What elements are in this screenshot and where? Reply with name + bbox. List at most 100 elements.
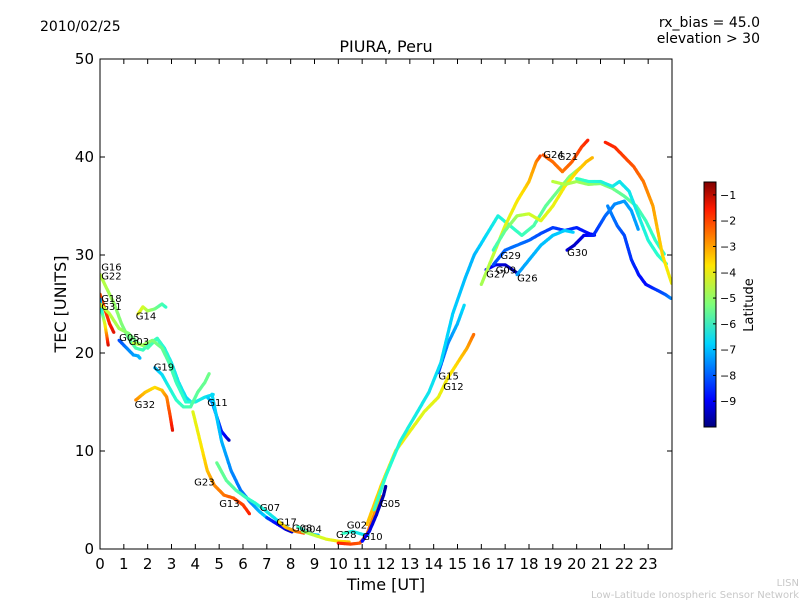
data-point xyxy=(462,303,466,307)
satellite-label-g03: G03 xyxy=(129,337,149,348)
satellite-label-g27: G27 xyxy=(486,270,506,281)
colorbar xyxy=(703,181,717,428)
x-tick-label: 3 xyxy=(167,555,177,573)
satellite-label-g09: G09 xyxy=(496,266,516,277)
x-tick-label: 15 xyxy=(448,555,467,573)
colorbar-tick-label: −8 xyxy=(720,369,736,382)
series-g14 xyxy=(136,302,168,316)
data-point xyxy=(247,512,251,516)
y-axis-label: TEC [UNITS] xyxy=(51,256,70,354)
date-label: 2010/02/25 xyxy=(40,19,121,35)
y-tick-label: 40 xyxy=(75,148,94,166)
chart-title: PIURA, Peru xyxy=(339,37,432,56)
data-point xyxy=(586,138,590,142)
y-tick-label: 0 xyxy=(84,540,94,558)
x-tick-label: 9 xyxy=(310,555,320,573)
data-point xyxy=(669,296,672,300)
x-tick-label: 16 xyxy=(472,555,491,573)
colorbar-tick-label: −3 xyxy=(720,240,736,253)
y-tick-label: 20 xyxy=(75,344,94,362)
data-point xyxy=(472,332,476,337)
satellite-label-g05: G05 xyxy=(119,333,139,344)
x-tick-label: 12 xyxy=(376,555,395,573)
x-tick-label: 22 xyxy=(615,555,634,573)
x-tick-label: 4 xyxy=(191,555,201,573)
series-g26 xyxy=(515,228,575,277)
satellite-label-g05: G05 xyxy=(380,499,400,510)
x-tick-label: 5 xyxy=(214,555,224,573)
x-tick-label: 7 xyxy=(262,555,272,573)
y-axis-ticks: 0 10 20 30 40 50 xyxy=(75,50,672,558)
data-point xyxy=(106,343,110,347)
x-tick-label: 19 xyxy=(543,555,562,573)
series-g13 xyxy=(210,392,270,521)
series-unlabeled-30 xyxy=(551,179,666,256)
satellite-label-g12: G12 xyxy=(443,382,463,393)
satellite-label-g29: G29 xyxy=(500,251,520,262)
satellite-label-g11: G11 xyxy=(207,398,227,409)
x-tick-label: 14 xyxy=(424,555,443,573)
series-g32 xyxy=(134,385,175,432)
x-tick-label: 10 xyxy=(329,555,348,573)
x-tick-label: 18 xyxy=(519,555,538,573)
series-g21 xyxy=(491,156,594,252)
data-point xyxy=(112,330,116,334)
satellite-label-g31: G31 xyxy=(101,302,121,313)
series-g29 xyxy=(372,166,583,512)
x-tick-label: 17 xyxy=(496,555,515,573)
satellite-label-g07: G07 xyxy=(260,503,280,514)
x-tick-label: 2 xyxy=(143,555,153,573)
data-point xyxy=(170,428,175,432)
x-axis-ticks: 0 1 2 3 4 5 6 7 8 9 10 11 12 13 14 15 16 17 18 19 20 21 22 23 xyxy=(95,59,658,573)
series-unlabeled-32 xyxy=(606,204,672,300)
colorbar-tick-label: −2 xyxy=(720,215,736,228)
x-tick-label: 8 xyxy=(286,555,296,573)
x-tick-label: 21 xyxy=(591,555,610,573)
data-point xyxy=(138,356,142,360)
data-point xyxy=(571,230,575,234)
satellite-label-g23: G23 xyxy=(194,477,214,488)
satellite-label-g28: G28 xyxy=(336,530,356,541)
data-point xyxy=(207,372,211,376)
data-point xyxy=(590,156,594,160)
colorbar-label: Latitude xyxy=(742,278,757,332)
series-g19 xyxy=(153,366,211,409)
satellite-label-g15: G15 xyxy=(438,372,458,383)
series-g09 xyxy=(491,226,597,267)
satellite-label-g10: G10 xyxy=(362,532,382,543)
y-tick-label: 10 xyxy=(75,442,94,460)
plot-data xyxy=(100,138,672,546)
data-point xyxy=(636,227,640,231)
data-point xyxy=(164,305,168,309)
series-unlabeled-31 xyxy=(575,177,669,266)
x-tick-label: 23 xyxy=(639,555,658,573)
x-axis-label: Time [UT] xyxy=(346,575,425,594)
footer-title: LISN xyxy=(777,578,799,589)
series-unlabeled-33 xyxy=(603,140,672,285)
data-point xyxy=(384,484,388,489)
series-g05 xyxy=(117,338,142,360)
satellite-label-g18: G18 xyxy=(101,294,121,305)
series-g21 xyxy=(541,138,590,174)
series-g17 xyxy=(265,516,294,534)
series-g08 xyxy=(277,520,306,535)
info-line-2: elevation > 30 xyxy=(657,31,760,47)
colorbar-tick-label: −1 xyxy=(720,189,736,202)
satellite-label-g21: G21 xyxy=(558,152,578,163)
satellite-label-g04: G04 xyxy=(301,524,321,535)
satellite-label-g16: G16 xyxy=(101,263,121,274)
y-tick-label: 30 xyxy=(75,246,94,264)
x-tick-label: 1 xyxy=(119,555,129,573)
data-point xyxy=(227,438,231,442)
x-tick-label: 13 xyxy=(400,555,419,573)
satellite-label-g08: G08 xyxy=(292,523,312,534)
colorbar-tick-label: −9 xyxy=(720,395,736,408)
satellite-label-g22: G22 xyxy=(101,272,121,283)
satellite-label-g32: G32 xyxy=(135,400,155,411)
colorbar-tick-label: −5 xyxy=(720,292,736,305)
x-tick-label: 0 xyxy=(95,555,105,573)
satellite-label-g26: G26 xyxy=(517,274,537,285)
x-tick-label: 6 xyxy=(238,555,248,573)
